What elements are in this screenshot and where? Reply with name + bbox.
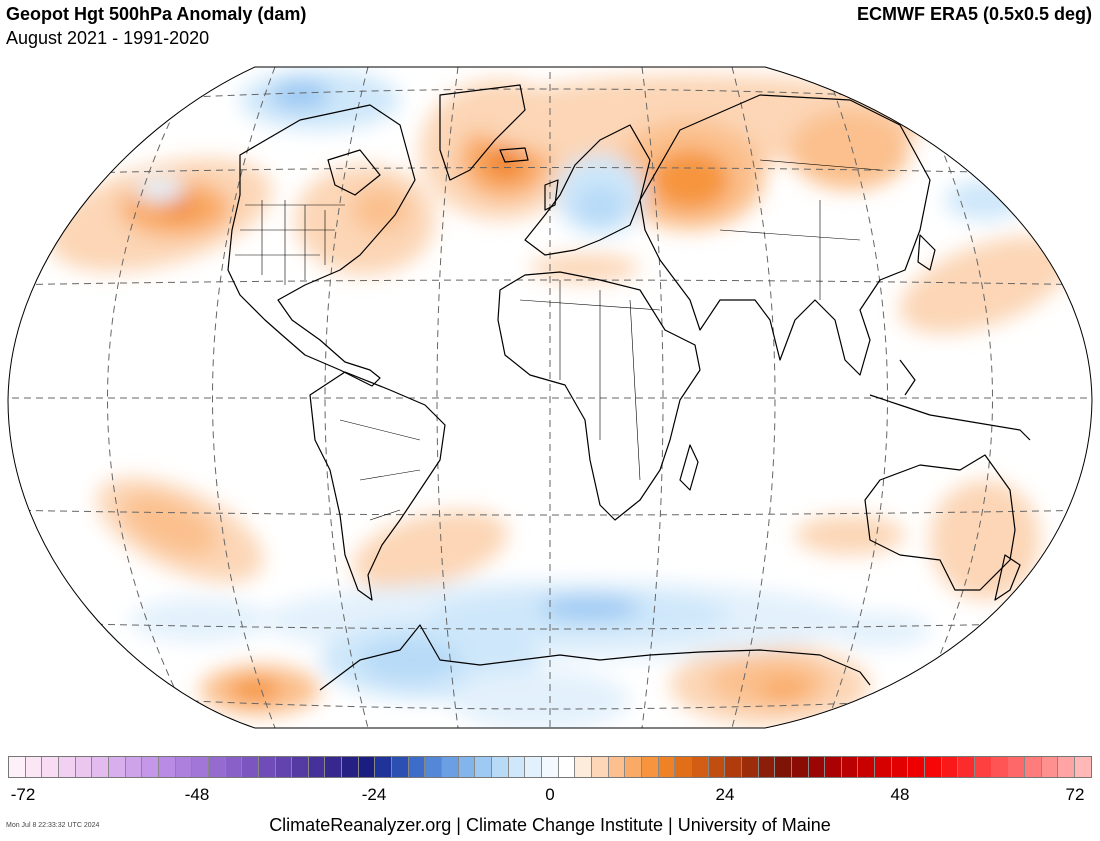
colorbar-swatch [275,757,293,777]
colorbar-swatch [508,757,526,777]
colorbar-swatch [92,757,109,777]
colorbar-swatch [475,757,493,777]
colorbar-swatch [658,757,676,777]
colorbar-tick: 24 [715,785,735,804]
credit-line: ClimateReanalyzer.org | Climate Change I… [269,815,831,835]
colorbar-swatch [791,757,809,777]
colorbar-swatch [675,757,692,777]
colorbar-swatch [458,757,476,777]
colorbar-swatch [25,757,43,777]
colorbar-swatch [192,757,209,777]
colorbar-tick: 0 [545,785,555,804]
colorbar-swatch [558,757,576,777]
colorbar-swatch [641,757,659,777]
colorbar-swatch [875,757,892,777]
colorbar-swatch [208,757,226,777]
colorbar-swatch [125,757,143,777]
map-frame [7,66,1093,729]
map-subtitle: August 2021 - 1991-2020 [6,28,210,48]
colorbar-swatch [492,757,509,777]
map-title: Geopot Hgt 500hPa Anomaly (dam) [6,4,307,24]
colorbar-swatch [1058,757,1075,777]
colorbar-swatch [841,757,859,777]
render-timestamp: Mon Jul 8 22:33:32 UTC 2024 [6,822,100,829]
colorbar-swatch [725,757,742,777]
colorbar-swatch [891,757,909,777]
colorbar-swatch [175,757,193,777]
colorbar-tick: 48 [890,785,910,804]
colorbar-swatch [1041,757,1059,777]
colorbar-tick: -24 [361,785,387,804]
colorbar-swatch [991,757,1009,777]
colorbar-swatch [1075,757,1091,777]
colorbar-swatch [392,757,409,777]
colorbar-swatch [925,757,942,777]
world-anomaly-map [7,66,1093,729]
coastlines [227,84,1031,691]
colorbar-swatch [258,757,276,777]
colorbar-swatch [242,757,259,777]
colorbar-swatch [75,757,93,777]
colorbar [8,756,1092,778]
colorbar-swatch [525,757,542,777]
colorbar-swatch [825,757,842,777]
colorbar-swatch [9,757,26,777]
colorbar-swatch [442,757,459,777]
colorbar-swatch [741,757,759,777]
colorbar-swatch [325,757,343,777]
colorbar-swatch [958,757,976,777]
colorbar-swatch [375,757,393,777]
colorbar-swatch [941,757,959,777]
colorbar-swatch [691,757,709,777]
colorbar-swatch [975,757,992,777]
state-borders [235,159,881,521]
colorbar-swatch [625,757,642,777]
colorbar-swatch [225,757,243,777]
colorbar-swatch [575,757,592,777]
colorbar-swatch [858,757,876,777]
colorbar-swatch [108,757,126,777]
colorbar-swatch [308,757,326,777]
colorbar-swatch [908,757,926,777]
colorbar-swatch [158,757,176,777]
colorbar-tick: 72 [1065,785,1085,804]
colorbar-tick: -72 [10,785,36,804]
colorbar-tick: -48 [184,785,210,804]
colorbar-swatch [342,757,359,777]
colorbar-swatch [292,757,309,777]
colorbar-swatch [425,757,443,777]
dataset-label: ECMWF ERA5 (0.5x0.5 deg) [856,4,1092,24]
colorbar-swatch [142,757,159,777]
colorbar-swatch [408,757,426,777]
colorbar-swatch [358,757,376,777]
colorbar-swatch [542,757,559,777]
colorbar-swatch [591,757,609,777]
colorbar-swatch [608,757,626,777]
colorbar-swatch [42,757,59,777]
colorbar-swatch [1025,757,1042,777]
colorbar-swatch [1008,757,1026,777]
colorbar-swatch [58,757,76,777]
colorbar-swatch [808,757,826,777]
colorbar-swatch [775,757,792,777]
colorbar-swatch [708,757,726,777]
colorbar-swatch [758,757,776,777]
